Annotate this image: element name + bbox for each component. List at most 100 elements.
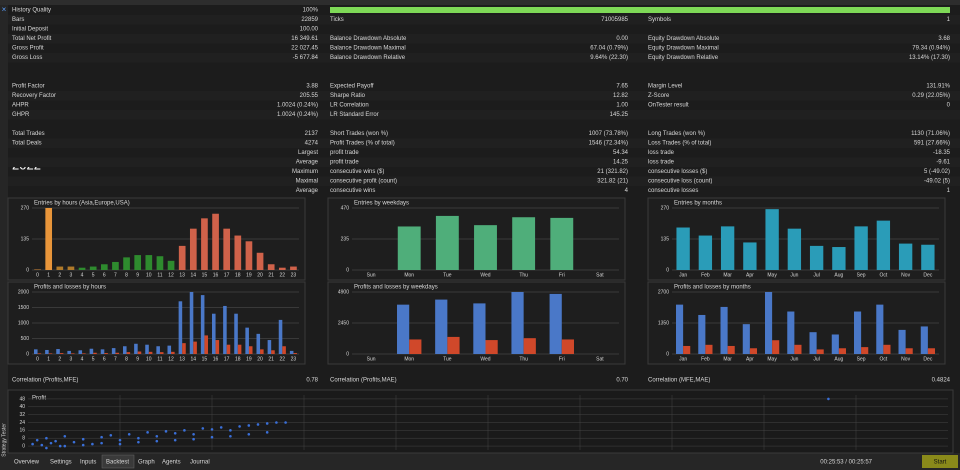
bar [876, 304, 884, 354]
bar [48, 353, 53, 354]
x-tick-label: Apr [746, 272, 754, 278]
x-tick-label: Jul [813, 356, 819, 362]
stat-label: AHPR [12, 103, 29, 109]
bar [56, 266, 64, 270]
stat-label: Total Deals [12, 141, 42, 147]
bar [435, 299, 448, 354]
start-button[interactable] [922, 455, 958, 468]
bar [832, 247, 846, 270]
stat-value: 1007 (73.78%) [589, 131, 628, 137]
x-tick-label: 22 [280, 356, 286, 362]
stat-label: LR Correlation [330, 103, 369, 109]
stat-value: 3.68 [938, 36, 950, 42]
bar [189, 228, 197, 270]
x-tick-label: 12 [168, 272, 174, 278]
x-tick-label: 0 [36, 356, 39, 362]
stat-label: Loss Trades (% of total) [648, 141, 711, 147]
row-band [8, 110, 960, 120]
stat-value: Average [296, 160, 319, 166]
close-button[interactable]: × [2, 5, 7, 14]
tab[interactable]: Inputs [80, 460, 96, 466]
stat-label: History Quality [12, 8, 51, 14]
x-tick-label: Dec [923, 356, 932, 362]
x-tick-label: 10 [146, 356, 152, 362]
scatter-title: Profit [32, 396, 46, 402]
bar [435, 215, 459, 270]
point [238, 425, 241, 428]
bar [156, 256, 164, 270]
x-tick-label: 5 [92, 272, 95, 278]
stat-value: Average [296, 188, 319, 194]
stat-value: 21 (321.82) [597, 169, 628, 175]
point [49, 441, 53, 445]
stat-value: 5 (-49.02) [924, 169, 950, 175]
chart-title: Entries by weekdays [354, 201, 409, 207]
point [229, 429, 232, 432]
tab[interactable]: Settings [50, 460, 72, 466]
x-tick-label: 18 [235, 356, 241, 362]
tab[interactable]: Backtest [106, 460, 129, 466]
bar [59, 353, 64, 354]
bar [56, 349, 60, 354]
bar [234, 313, 238, 354]
stat-value: 1546 (72.34%) [589, 141, 628, 147]
bar [201, 218, 208, 270]
bar [787, 228, 802, 270]
bar [226, 344, 231, 354]
bar [260, 349, 264, 354]
x-tick-label: Nov [901, 272, 910, 278]
history-quality-bar [330, 7, 950, 13]
bar [898, 243, 913, 270]
y-tick-label: 0 [26, 351, 29, 357]
bar [256, 252, 264, 270]
y-tick-label: 48 [19, 396, 25, 402]
tab[interactable]: Journal [190, 460, 210, 466]
stat-label: Recovery Factor [12, 93, 56, 99]
row-band [8, 34, 960, 44]
bar [78, 267, 86, 270]
stat-value: 22 027.45 [291, 46, 318, 52]
start-label[interactable]: Start [934, 460, 947, 466]
bar [93, 352, 97, 354]
stat-value: 1.0024 (0.24%) [277, 103, 318, 109]
bar [397, 304, 410, 354]
x-tick-label: Fri [559, 272, 565, 278]
tab[interactable]: Overview [14, 460, 40, 466]
x-tick-label: 11 [157, 272, 162, 278]
bar [838, 348, 846, 354]
point [247, 424, 251, 427]
tab-active[interactable] [101, 454, 135, 469]
bar [485, 340, 498, 354]
point [118, 442, 122, 446]
stat-label: Sharpe Ratio [330, 93, 366, 99]
stat-value: 3.88 [306, 84, 318, 90]
bar [215, 340, 220, 354]
x-tick-label: Jun [790, 272, 798, 278]
stat-value: Largest [298, 150, 318, 156]
stat-value: 1130 (71.06%) [911, 131, 950, 137]
correlation-value: 0.78 [306, 378, 318, 384]
stat-label: Profit Factor [12, 84, 45, 90]
stat-value: -5 677.84 [293, 55, 319, 61]
y-tick-label: 40 [19, 404, 25, 410]
tab[interactable]: Agents [162, 460, 181, 466]
bar [45, 208, 53, 270]
stat-value: 1 [947, 188, 951, 194]
x-tick-label: 14 [191, 356, 197, 362]
point [210, 428, 214, 431]
tab[interactable]: Graph [138, 460, 155, 466]
x-tick-label: Mar [723, 272, 732, 278]
bar [293, 353, 297, 354]
bar [397, 226, 421, 270]
x-tick-label: Dec [923, 272, 932, 278]
x-tick-label: 4 [81, 272, 84, 278]
stat-label: Balance Drawdown Absolute [330, 36, 407, 42]
point [173, 438, 177, 442]
stat-label: consecutive losses ($) [648, 169, 707, 175]
point [137, 440, 140, 444]
bar [883, 344, 891, 354]
stat-value: 131.91% [926, 84, 950, 90]
correlation-label: Correlation (MFE,MAE) [648, 378, 710, 384]
stat-label: loss trade [648, 150, 675, 156]
x-tick-label: 17 [224, 272, 230, 278]
